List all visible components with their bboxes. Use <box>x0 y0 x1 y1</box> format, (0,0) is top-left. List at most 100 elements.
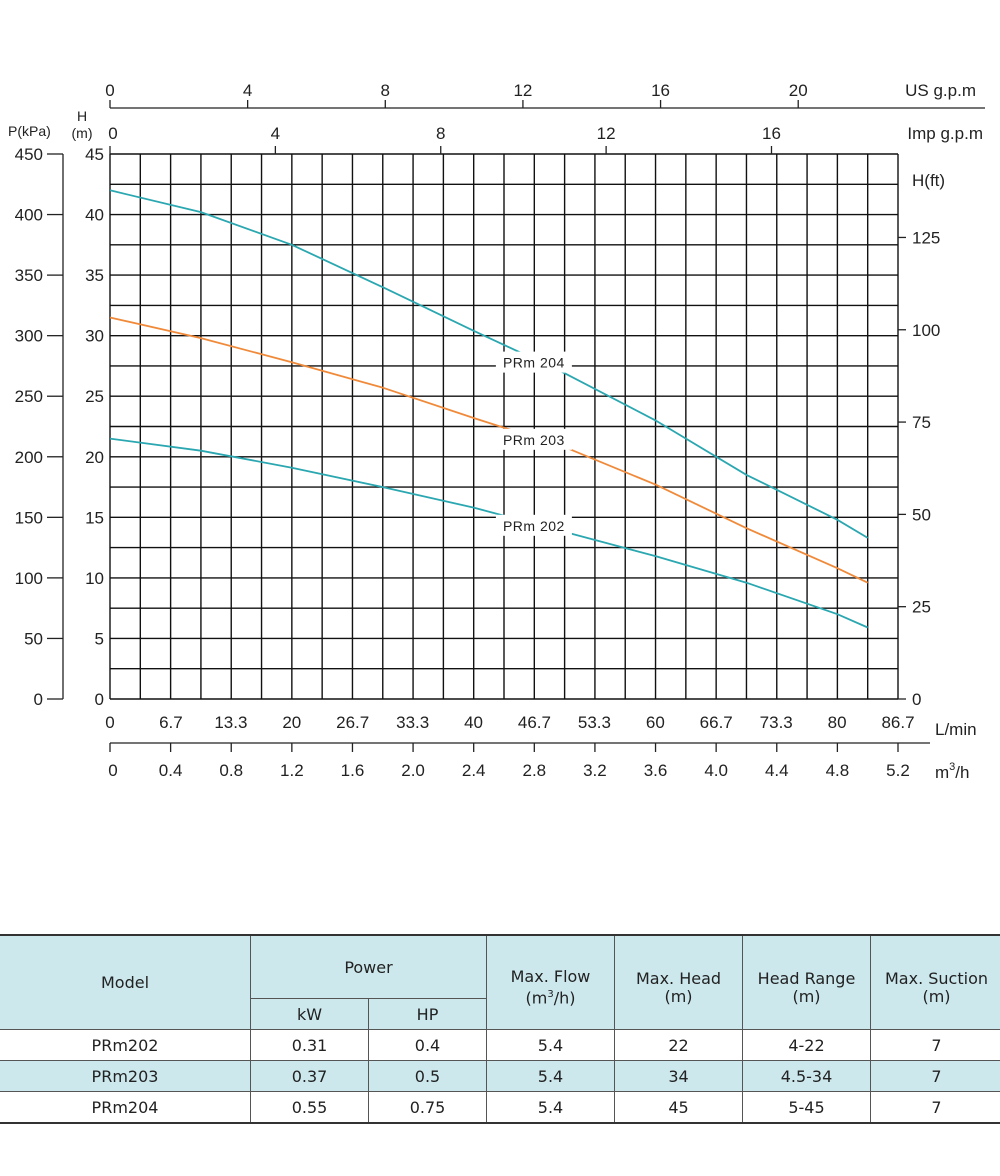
series-label-backing <box>495 428 572 450</box>
bottom-m3h-tick-label: 2.4 <box>462 761 486 780</box>
bottom-lmin-tick-label: 53.3 <box>578 713 611 732</box>
bottom-m3h-tick-label: 3.2 <box>583 761 607 780</box>
bottom-lmin-tick-label: 86.7 <box>881 713 914 732</box>
cell-max-suction: 7 <box>870 1029 1000 1061</box>
left-kpa-axis-label: P(kPa) <box>8 123 51 139</box>
left-kpa-tick-label: 450 <box>15 145 43 164</box>
left-m-tick-label: 30 <box>85 327 104 346</box>
cell-kw: 0.55 <box>250 1091 369 1124</box>
bottom-m3h-tick-label: 4.8 <box>826 761 850 780</box>
header-max-flow: Max. Flow (m3/h) <box>486 934 615 1030</box>
top-us-tick-label: 20 <box>789 81 808 100</box>
series-line <box>109 316 869 584</box>
bottom-m3h-tick-label: 4.0 <box>704 761 728 780</box>
spec-table: Model Power Max. Flow (m3/h) Max. Head (… <box>0 934 1000 1124</box>
cell-max-suction: 7 <box>870 1091 1000 1124</box>
left-m-axis-label-top: H <box>77 108 87 124</box>
bottom-m3h-axis-label: m3/h <box>935 761 969 782</box>
bottom-m3h-tick-label: 0 <box>108 761 117 780</box>
bottom-m3h-tick-label: 2.8 <box>522 761 546 780</box>
bottom-lmin-tick-label: 13.3 <box>214 713 247 732</box>
cell-hp: 0.75 <box>368 1091 487 1124</box>
right-ft-tick-label: 0 <box>912 690 921 709</box>
series-label: PRm 202 <box>503 518 565 534</box>
series-label-backing <box>495 351 572 373</box>
cell-kw: 0.31 <box>250 1029 369 1061</box>
cell-head-range: 4.5-34 <box>742 1060 871 1092</box>
left-kpa-tick-label: 0 <box>34 690 43 709</box>
left-kpa-tick-label: 250 <box>15 387 43 406</box>
cell-kw: 0.37 <box>250 1060 369 1092</box>
cell-model: PRm202 <box>0 1029 251 1061</box>
chart-labels: 0 4 8 12 16 20 US g.p.m0 4 8 12 16 Imp g.p.m0501001… <box>8 81 983 782</box>
cell-max-head: 22 <box>614 1029 743 1061</box>
cell-max-flow: 5.4 <box>486 1060 615 1092</box>
right-ft-tick-label: 25 <box>912 598 931 617</box>
bottom-lmin-tick-label: 6.7 <box>159 713 183 732</box>
series-label: PRm 203 <box>503 432 565 448</box>
header-max-suction-label: Max. Suction <box>885 968 988 988</box>
bottom-m3h-tick-label: 0.8 <box>219 761 243 780</box>
cell-head-range: 5-45 <box>742 1091 871 1124</box>
top-us-tick-label: 4 <box>243 81 252 100</box>
bottom-lmin-tick-label: 73.3 <box>760 713 793 732</box>
left-kpa-tick-label: 50 <box>24 629 43 648</box>
top-imp-axis-label: Imp g.p.m <box>907 124 983 143</box>
chart-series <box>109 189 869 629</box>
left-m-tick-label: 10 <box>85 569 104 588</box>
bottom-lmin-tick-label: 33.3 <box>396 713 429 732</box>
top-us-tick-label: 0 <box>105 81 114 100</box>
left-kpa-tick-label: 350 <box>15 266 43 285</box>
bottom-lmin-tick-label: 40 <box>464 713 483 732</box>
cell-model: PRm204 <box>0 1091 251 1124</box>
header-hp: HP <box>368 998 487 1030</box>
bottom-lmin-tick-label: 26.7 <box>336 713 369 732</box>
top-us-tick-label: 8 <box>381 81 390 100</box>
left-kpa-tick-label: 100 <box>15 569 43 588</box>
right-ft-tick-label: 50 <box>912 505 931 524</box>
header-max-head: Max. Head (m) <box>614 934 743 1030</box>
top-imp-tick-label: 4 <box>271 124 280 143</box>
bottom-lmin-tick-label: 66.7 <box>700 713 733 732</box>
header-head-range: Head Range (m) <box>742 934 871 1030</box>
bottom-m3h-tick-label: 1.6 <box>341 761 365 780</box>
bottom-lmin-tick-label: 60 <box>646 713 665 732</box>
bottom-m3h-tick-label: 4.4 <box>765 761 789 780</box>
chart-axes <box>47 100 985 752</box>
series-label-backing <box>495 514 572 536</box>
right-ft-tick-label: 125 <box>912 228 940 247</box>
header-model: Model <box>0 934 251 1030</box>
left-kpa-tick-label: 150 <box>15 508 43 527</box>
chart-grid <box>109 153 899 700</box>
bottom-lmin-tick-label: 0 <box>105 713 114 732</box>
cell-max-head: 45 <box>614 1091 743 1124</box>
left-m-tick-label: 15 <box>85 508 104 527</box>
header-max-suction: Max. Suction (m) <box>870 934 1000 1030</box>
header-power: Power <box>250 934 487 999</box>
cell-head-range: 4-22 <box>742 1029 871 1061</box>
table-row: PRm204 0.55 0.75 5.4 45 5-45 7 <box>0 1091 1000 1124</box>
left-m-tick-label: 25 <box>85 387 104 406</box>
top-us-tick-label: 16 <box>651 81 670 100</box>
left-kpa-tick-label: 200 <box>15 448 43 467</box>
left-m-tick-label: 5 <box>95 629 104 648</box>
header-max-head-label: Max. Head <box>635 968 722 988</box>
cell-max-flow: 5.4 <box>486 1091 615 1124</box>
bottom-m3h-tick-label: 0.4 <box>159 761 183 780</box>
series-line <box>109 189 869 539</box>
header-max-suction-unit: (m) <box>922 986 951 1006</box>
cell-max-flow: 5.4 <box>486 1029 615 1061</box>
right-ft-tick-label: 100 <box>912 321 940 340</box>
header-head-range-unit: (m) <box>792 986 821 1006</box>
left-m-axis-label-bottom: (m) <box>72 125 93 141</box>
table-row: PRm203 0.37 0.5 5.4 34 4.5-34 7 <box>0 1060 1000 1092</box>
header-max-flow-label: Max. Flow <box>510 966 591 986</box>
pump-performance-chart: 0 4 8 12 16 20 US g.p.m0 4 8 12 16 Imp g.p.m0501001… <box>8 81 985 782</box>
top-us-axis-label: US g.p.m <box>905 81 976 100</box>
left-m-tick-label: 0 <box>95 690 104 709</box>
table-row: PRm202 0.31 0.4 5.4 22 4-22 7 <box>0 1029 1000 1061</box>
left-kpa-tick-label: 300 <box>15 327 43 346</box>
series-line <box>109 437 869 629</box>
top-imp-tick-label: 16 <box>762 124 781 143</box>
left-m-tick-label: 35 <box>85 266 104 285</box>
